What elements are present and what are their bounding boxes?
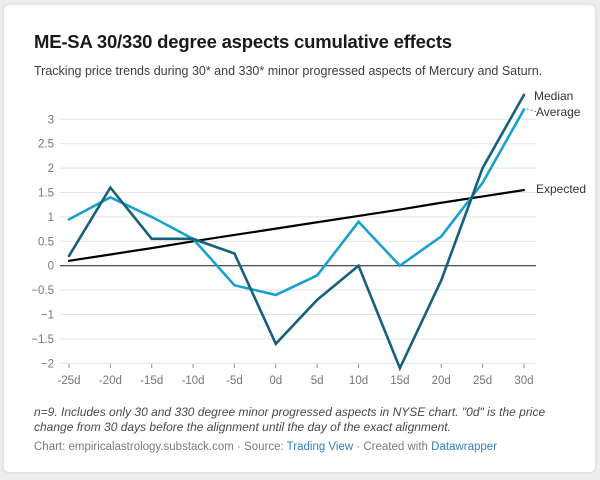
x-tick-label: -5d (226, 375, 243, 387)
legend-label-average: Average (536, 105, 581, 119)
line-chart: 3 2.5 2 1.5 1 0.5 0 −0.5 −1 −1.5 −2-25d -20d -15d -10… (31, 93, 538, 387)
legend-label-median: Median (534, 89, 574, 103)
x-tick-label: 5d (311, 375, 324, 387)
credit-prefix: Chart: empiricalastrology.substack.com ·… (34, 441, 287, 453)
x-tick-label: -25d (57, 375, 80, 387)
x-tick-label: 15d (390, 375, 409, 387)
x-tick-label: 0d (269, 375, 282, 387)
x-tick-label: 10d (349, 375, 368, 387)
y-tick-label: −0.5 (31, 285, 54, 297)
average-label-connector (526, 108, 538, 113)
y-tick-label: 2 (48, 163, 54, 175)
y-tick-label: 0 (48, 261, 54, 273)
y-tick-label: 1 (48, 212, 54, 224)
series-line-expected (67, 188, 526, 262)
y-tick-label: 0.5 (38, 236, 54, 248)
y-tick-label: −2 (41, 358, 54, 370)
x-tick-label: 20d (432, 375, 451, 387)
series-line-average (67, 108, 526, 297)
credit-middle: · Created with (353, 441, 432, 453)
x-tick-label: -15d (140, 375, 163, 387)
x-tick-label: 25d (473, 375, 492, 387)
source-link[interactable]: Trading View (286, 441, 354, 453)
x-tick-label: 30d (514, 375, 533, 387)
footnote: n=9. Includes only 30 and 330 degree min… (34, 405, 546, 435)
y-tick-label: 3 (48, 114, 54, 126)
credit-line: Chart: empiricalastrology.substack.com ·… (34, 441, 594, 453)
y-tick-label: −1.5 (31, 334, 54, 346)
x-tick-label: -20d (99, 375, 122, 387)
y-tick-label: 2.5 (38, 139, 54, 151)
legend-label-expected: Expected (536, 182, 587, 196)
chart-title: ME-SA 30/330 degree aspects cumulative e… (34, 31, 452, 52)
datawrapper-link[interactable]: Datawrapper (431, 441, 497, 453)
y-tick-label: −1 (41, 310, 54, 322)
series-line-median (67, 93, 526, 372)
chart-subtitle: Tracking price trends during 30* and 330… (34, 64, 543, 78)
chart-card: ME-SA 30/330 degree aspects cumulative e… (3, 4, 596, 473)
x-tick-label: -10d (182, 375, 205, 387)
y-tick-label: 1.5 (38, 188, 54, 200)
